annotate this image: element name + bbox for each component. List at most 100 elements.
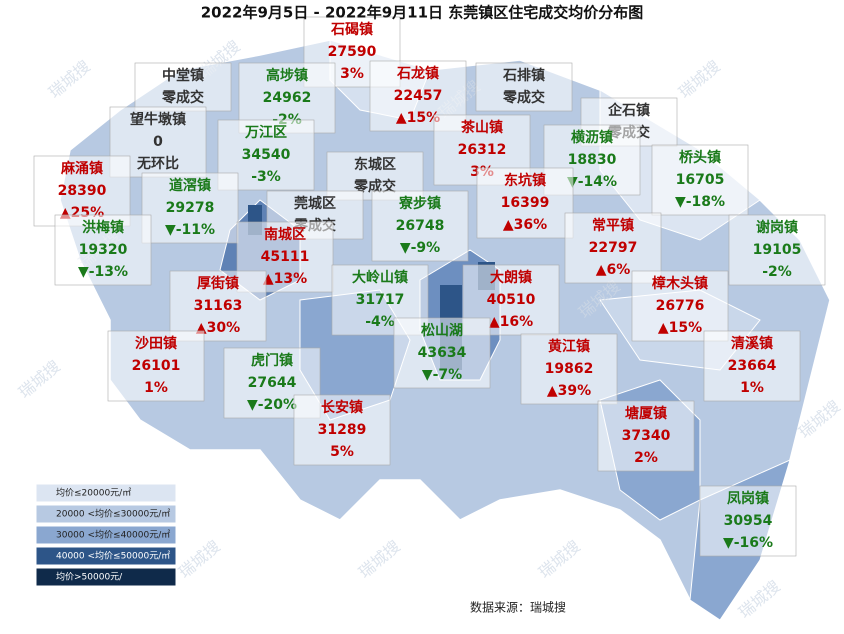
town-name: 横沥镇 [571, 129, 613, 146]
town-name: 长安镇 [321, 399, 363, 416]
town-name: 虎门镇 [251, 352, 293, 369]
town-price: 26312 [458, 142, 507, 158]
label-box [475, 62, 573, 112]
label-box [141, 172, 239, 244]
town-label: 厚街镇 31163 ▲30% [169, 270, 267, 342]
town-name: 东坑镇 [504, 172, 546, 189]
town-price: 19862 [545, 361, 594, 377]
watermark: 瑞城搜 [675, 57, 724, 102]
watermark: 瑞城搜 [175, 537, 224, 582]
town-name: 沙田镇 [135, 335, 177, 352]
town-change: ▼-14% [567, 174, 617, 190]
town-price: 22457 [394, 88, 443, 104]
legend-label: 30000 <均价≤40000元/㎡ [56, 529, 170, 541]
label-box [520, 333, 618, 405]
legend-label: 均价≤20000元/㎡ [56, 487, 131, 499]
town-name: 茶山镇 [460, 119, 503, 136]
town-price: 24962 [263, 90, 312, 106]
label-box [703, 330, 801, 402]
town-price: 18830 [568, 152, 617, 168]
town-change: ▲36% [503, 217, 547, 233]
town-price: 26776 [656, 298, 705, 314]
town-change: 1% [144, 380, 168, 396]
title: 2022年9月5日 - 2022年9月11日 东莞镇区住宅成交均价分布图 [201, 4, 644, 22]
town-change: ▼-16% [723, 535, 773, 551]
town-price: 23664 [728, 358, 777, 374]
town-status: 零成交 [502, 89, 545, 106]
watermark: 瑞城搜 [45, 57, 94, 102]
label-box [371, 190, 469, 262]
town-name: 寮步镇 [398, 195, 441, 212]
town-price: 43634 [418, 345, 467, 361]
town-name: 松山湖 [421, 322, 463, 339]
town-name: 黄江镇 [548, 338, 590, 355]
town-name: 石排镇 [502, 67, 545, 84]
legend-swatch [35, 504, 177, 524]
town-change: ▼-11% [165, 222, 215, 238]
town-name: 桥头镇 [679, 149, 721, 166]
watermark: 瑞城搜 [355, 537, 404, 582]
town-price: 22797 [589, 240, 638, 256]
town-price: 30954 [724, 513, 773, 529]
town-change: ▼-9% [400, 240, 440, 256]
label-box [631, 270, 729, 342]
town-price: 40510 [487, 292, 536, 308]
town-name: 道滘镇 [169, 177, 211, 194]
town-price: 26748 [396, 218, 445, 234]
town-price: 19105 [753, 242, 802, 258]
town-change: ▲6% [596, 262, 631, 278]
label-box [393, 317, 491, 389]
label-box [476, 167, 574, 239]
town-label: 松山湖 43634 ▼-7% [393, 317, 491, 389]
town-change: 3% [340, 66, 364, 82]
town-label: 樟木头镇 26776 ▲15% [631, 270, 729, 342]
town-label: 塘厦镇 37340 2% [597, 400, 695, 472]
legend-swatch [35, 546, 177, 566]
town-name: 清溪镇 [731, 335, 773, 352]
town-name: 洪梅镇 [82, 219, 124, 236]
label-box [107, 330, 205, 402]
label-box [54, 214, 152, 286]
town-change: ▲39% [547, 383, 591, 399]
label-box [699, 485, 797, 557]
town-name: 厚街镇 [197, 275, 239, 292]
legend-label: 20000 <均价≤30000元/㎡ [56, 508, 170, 520]
town-change: ▲15% [396, 110, 440, 126]
town-label: 桥头镇 16705 ▼-18% [651, 144, 749, 216]
town-price: 27590 [328, 44, 377, 60]
legend-label: 均价>50000元/ [56, 571, 123, 583]
label-box [597, 400, 695, 472]
town-change: ▲30% [196, 320, 240, 336]
town-change: ▲13% [263, 271, 307, 287]
town-name: 东城区 [354, 156, 396, 173]
town-label: 清溪镇 23664 1% [703, 330, 801, 402]
town-name: 谢岗镇 [756, 219, 798, 236]
town-change: -3% [251, 169, 281, 185]
town-price: 31163 [194, 298, 243, 314]
town-change: ▼-13% [78, 264, 128, 280]
watermark: 瑞城搜 [535, 537, 584, 582]
label-box [169, 270, 267, 342]
town-name: 塘厦镇 [625, 405, 667, 422]
town-change: 2% [634, 450, 658, 466]
town-name: 高埗镇 [266, 67, 308, 84]
source: 数据来源：瑞城搜 [470, 600, 566, 615]
town-name: 大岭山镇 [352, 269, 408, 286]
town-name: 常平镇 [592, 217, 634, 234]
town-price: 34540 [242, 147, 291, 163]
town-label: 寮步镇 26748 ▼-9% [371, 190, 469, 262]
town-price: 37340 [622, 428, 671, 444]
town-name: 麻涌镇 [60, 160, 103, 177]
legend-swatch [35, 525, 177, 545]
label-box [134, 62, 232, 112]
town-price: 16705 [676, 172, 725, 188]
town-change: -4% [365, 314, 395, 330]
town-change: ▼-18% [675, 194, 725, 210]
town-name: 石龙镇 [396, 65, 439, 82]
town-price: 31289 [318, 422, 367, 438]
town-label: 洪梅镇 19320 ▼-13% [54, 214, 152, 286]
watermark: 瑞城搜 [15, 357, 64, 402]
town-change: 无环比 [136, 155, 179, 172]
